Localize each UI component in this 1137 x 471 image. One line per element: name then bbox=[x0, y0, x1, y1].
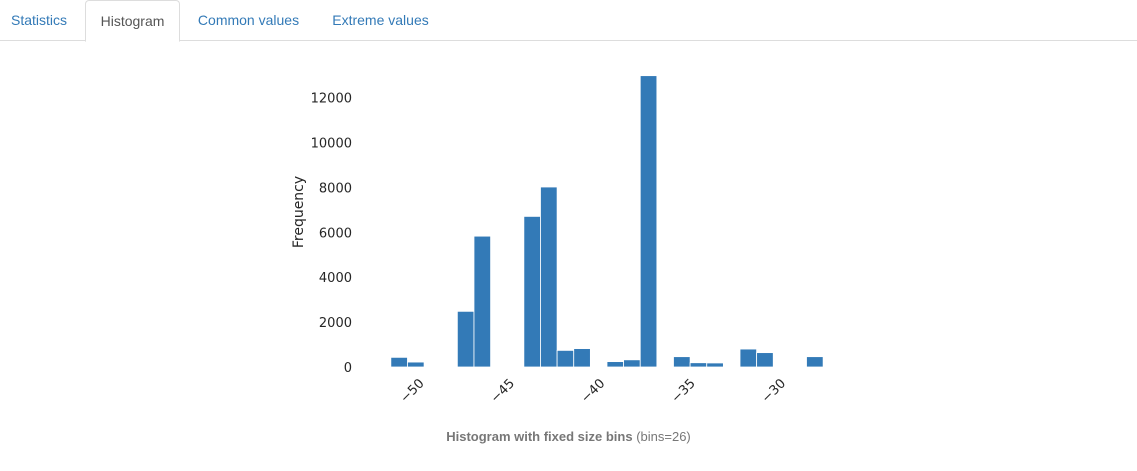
histogram-bar bbox=[456, 310, 475, 368]
x-tick-label: −40 bbox=[578, 376, 608, 406]
histogram-bar bbox=[739, 348, 758, 368]
y-tick-label: 0 bbox=[344, 361, 352, 376]
caption-title: Histogram with fixed size bins bbox=[446, 429, 633, 444]
y-axis-label: Frequency bbox=[291, 176, 307, 248]
y-tick-label: 6000 bbox=[319, 226, 352, 241]
histogram-bar bbox=[689, 362, 708, 368]
tab-histogram[interactable]: Histogram bbox=[85, 0, 180, 42]
histogram-caption: Histogram with fixed size bins (bins=26) bbox=[0, 429, 1137, 444]
histogram-bar bbox=[407, 361, 425, 368]
tab-statistics[interactable]: Statistics bbox=[10, 12, 67, 28]
histogram-bar bbox=[706, 362, 724, 368]
x-tick-label: −45 bbox=[488, 376, 518, 406]
y-tick-label: 4000 bbox=[319, 271, 352, 286]
histogram-bar bbox=[573, 348, 591, 368]
y-ticks-group: 0 2000 4000 6000 8000 10000 12000 bbox=[311, 92, 352, 376]
histogram-bar bbox=[390, 356, 408, 368]
histogram-bar bbox=[606, 361, 625, 368]
y-tick-label: 10000 bbox=[311, 137, 352, 152]
histogram-bar bbox=[623, 359, 641, 368]
bars-group bbox=[390, 75, 824, 368]
caption-bins: (bins=26) bbox=[632, 429, 691, 444]
histogram-bar bbox=[473, 235, 492, 368]
tab-common-values[interactable]: Common values bbox=[197, 12, 300, 28]
histogram-bar bbox=[806, 356, 824, 368]
y-tick-label: 12000 bbox=[311, 92, 352, 107]
x-tick-label: −50 bbox=[398, 376, 428, 406]
histogram-bar bbox=[673, 356, 691, 368]
histogram-bar bbox=[639, 75, 658, 368]
histogram-bar bbox=[523, 215, 541, 368]
histogram-bar bbox=[556, 349, 575, 368]
x-ticks-group: −50 −45 −40 −35 −30 bbox=[398, 376, 789, 406]
histogram-bar bbox=[756, 352, 774, 368]
histogram-bar bbox=[540, 186, 558, 368]
y-tick-label: 8000 bbox=[319, 181, 352, 196]
x-tick-label: −35 bbox=[669, 376, 699, 406]
tab-bar: Statistics Histogram Common values Extre… bbox=[0, 0, 1137, 42]
tab-extreme-values[interactable]: Extreme values bbox=[332, 12, 429, 28]
y-tick-label: 2000 bbox=[319, 316, 352, 331]
x-tick-label: −30 bbox=[759, 376, 789, 406]
